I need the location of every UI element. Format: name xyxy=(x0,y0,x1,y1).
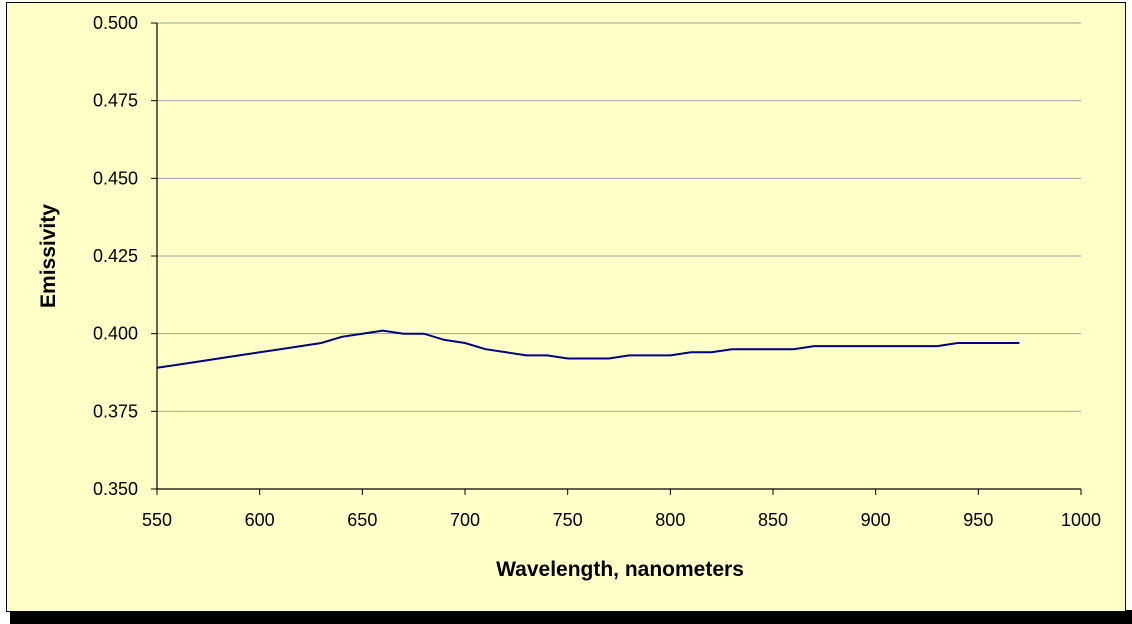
y-tick-label: 0.500 xyxy=(93,13,138,33)
axes xyxy=(151,22,1082,495)
chart-shadow xyxy=(10,610,1132,624)
x-tick-label: 900 xyxy=(861,510,891,530)
series-layer xyxy=(156,329,1020,369)
x-tick-label: 750 xyxy=(553,510,583,530)
y-tick-label: 0.425 xyxy=(93,246,138,266)
y-axis-title: Emissivity xyxy=(37,204,60,308)
x-tick-label: 1000 xyxy=(1061,510,1101,530)
y-tick-label: 0.450 xyxy=(93,168,138,188)
y-tick-label: 0.475 xyxy=(93,91,138,111)
chart-area xyxy=(6,2,1126,612)
x-tick-label: 650 xyxy=(347,510,377,530)
x-tick-label: 700 xyxy=(450,510,480,530)
x-axis-title: Wavelength, nanometers xyxy=(496,558,744,581)
y-tick-label: 0.350 xyxy=(93,479,138,499)
emissivity-series-line xyxy=(156,329,1020,369)
x-tick-label: 600 xyxy=(245,510,275,530)
x-tick-label: 800 xyxy=(655,510,685,530)
y-tick-label: 0.400 xyxy=(93,324,138,344)
x-tick-label: 550 xyxy=(142,510,172,530)
gridlines xyxy=(157,22,1081,412)
y-tick-label: 0.375 xyxy=(93,401,138,421)
x-tick-label: 950 xyxy=(963,510,993,530)
tick-labels: 0.350 0.375 0.400 0.425 0.450 0.475 0.500 550 60… xyxy=(93,13,1101,530)
x-tick-label: 850 xyxy=(758,510,788,530)
